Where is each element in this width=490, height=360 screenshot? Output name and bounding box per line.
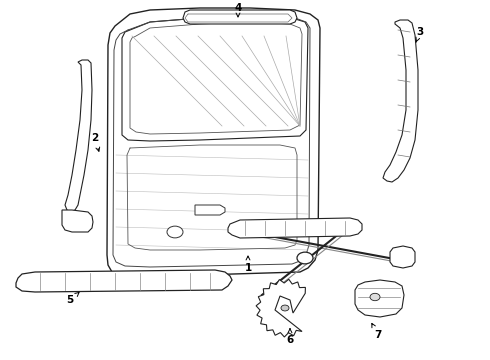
Text: 1: 1 [245,256,252,273]
Polygon shape [390,246,415,268]
Polygon shape [383,20,418,182]
Polygon shape [195,205,225,215]
Text: 4: 4 [234,3,242,17]
Polygon shape [355,280,404,317]
Text: 5: 5 [66,292,79,305]
Polygon shape [256,279,305,337]
Circle shape [370,293,380,301]
Circle shape [297,252,313,264]
Text: 6: 6 [286,329,294,345]
Circle shape [281,305,289,311]
Polygon shape [130,22,302,134]
Polygon shape [107,8,320,276]
Text: 7: 7 [372,323,382,340]
Polygon shape [62,210,93,232]
Text: 2: 2 [91,133,99,151]
Circle shape [167,226,183,238]
Polygon shape [65,60,92,212]
Polygon shape [183,10,297,24]
Text: 3: 3 [416,27,424,42]
Polygon shape [16,270,232,292]
Polygon shape [228,218,362,238]
Polygon shape [122,16,308,141]
